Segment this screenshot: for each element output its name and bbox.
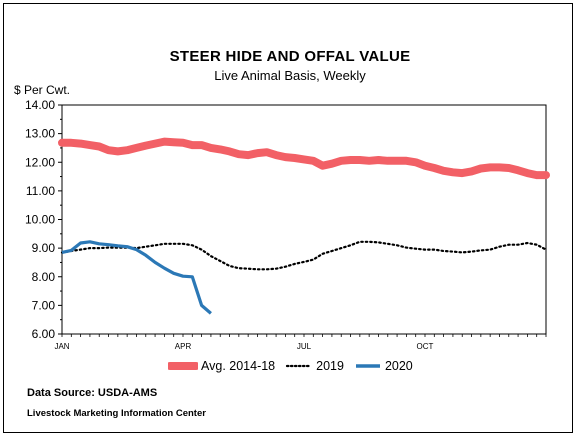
chart-frame: [3, 3, 573, 433]
legend-swatch-2019: [286, 364, 313, 368]
y-tick-label: 8.00: [32, 270, 56, 284]
legend-item-avg: Avg. 2014-18: [168, 359, 275, 373]
y-tick-label: 11.00: [26, 184, 55, 198]
x-tick-label: JUL: [297, 342, 312, 351]
legend-item-2019: 2019: [285, 359, 344, 373]
chart-title: STEER HIDE AND OFFAL VALUE: [169, 48, 411, 65]
x-tick-label: APR: [175, 342, 192, 351]
legend-label-avg: Avg. 2014-18: [201, 359, 276, 373]
series-line-2020: [61, 240, 212, 315]
y-tick-label: 14.00: [25, 98, 55, 112]
legend-swatch-avg: [168, 362, 198, 370]
y-tick-label: 9.00: [32, 241, 56, 255]
legend-swatch-2020: [355, 364, 380, 368]
chart-subtitle: Live Animal Basis, Weekly: [214, 68, 366, 83]
y-tick-label: 13.00: [25, 127, 55, 141]
plot-border: [61, 104, 547, 335]
legend-label-2020: 2020: [384, 359, 413, 373]
x-tick-label: OCT: [417, 342, 434, 351]
series-line-2019: [60, 240, 548, 271]
legend-label-2019: 2019: [316, 359, 344, 373]
y-tick-label: 6.00: [32, 327, 56, 341]
y-tick-label: 7.00: [32, 298, 56, 312]
y-tick-label: 10.00: [25, 213, 55, 227]
data-source: Data Source: USDA-AMS: [27, 387, 158, 399]
legend-item-2020: 2020: [354, 359, 413, 373]
series-line-avg-2014-18: [58, 137, 550, 180]
y-tick-label: 12.00: [25, 155, 55, 169]
y-axis-label: $ Per Cwt.: [14, 83, 71, 97]
footer-credit: Livestock Marketing Information Center: [27, 408, 206, 419]
x-tick-label: JAN: [54, 342, 69, 351]
legend: Avg. 2014-18 2019 2020: [168, 359, 423, 373]
